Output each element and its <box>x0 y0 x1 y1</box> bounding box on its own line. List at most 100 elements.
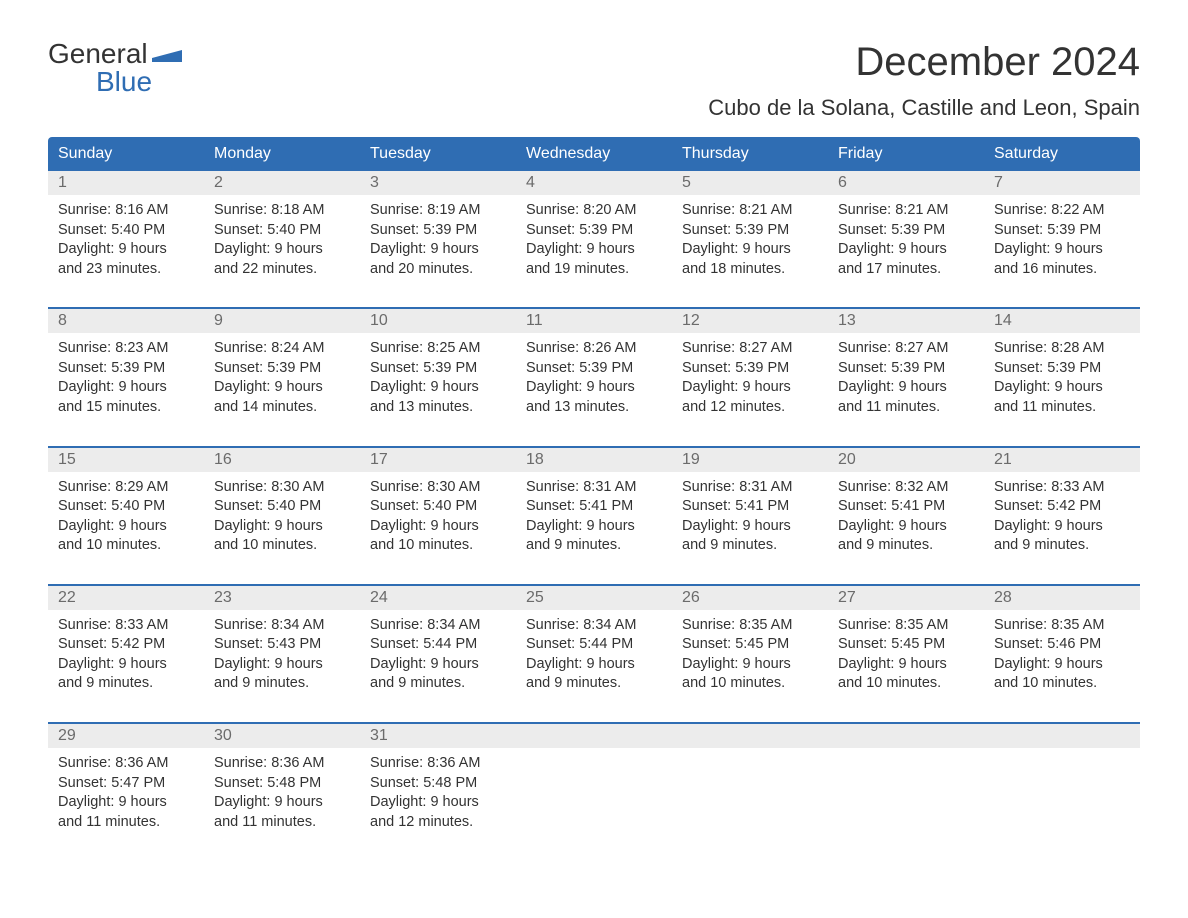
day-cell: Sunrise: 8:31 AMSunset: 5:41 PMDaylight:… <box>516 472 672 568</box>
sunrise-text: Sunrise: 8:21 AM <box>838 201 974 221</box>
day-number <box>984 724 1140 748</box>
day-header-cell: Tuesday <box>360 137 516 171</box>
calendar-week: 293031Sunrise: 8:36 AMSunset: 5:47 PMDay… <box>48 722 1140 844</box>
day-number: 21 <box>984 448 1140 472</box>
sunrise-text: Sunrise: 8:36 AM <box>370 754 506 774</box>
day-number: 18 <box>516 448 672 472</box>
day-number: 9 <box>204 309 360 333</box>
daylight-text: Daylight: 9 hours <box>526 378 662 398</box>
daylight-text: and 23 minutes. <box>58 260 194 280</box>
sunset-text: Sunset: 5:39 PM <box>838 221 974 241</box>
daylight-text: and 22 minutes. <box>214 260 350 280</box>
day-header-cell: Sunday <box>48 137 204 171</box>
day-number: 27 <box>828 586 984 610</box>
day-number: 23 <box>204 586 360 610</box>
day-cell: Sunrise: 8:36 AMSunset: 5:48 PMDaylight:… <box>204 748 360 844</box>
sunset-text: Sunset: 5:39 PM <box>526 221 662 241</box>
sunrise-text: Sunrise: 8:34 AM <box>370 616 506 636</box>
day-cell <box>828 748 984 844</box>
daylight-text: Daylight: 9 hours <box>838 517 974 537</box>
day-number: 16 <box>204 448 360 472</box>
daylight-text: and 9 minutes. <box>682 536 818 556</box>
sunset-text: Sunset: 5:39 PM <box>370 221 506 241</box>
day-cell: Sunrise: 8:29 AMSunset: 5:40 PMDaylight:… <box>48 472 204 568</box>
sunset-text: Sunset: 5:45 PM <box>682 635 818 655</box>
day-cell: Sunrise: 8:34 AMSunset: 5:44 PMDaylight:… <box>516 610 672 706</box>
day-number: 5 <box>672 171 828 195</box>
logo-word1: General <box>48 40 148 68</box>
day-number-row: 293031 <box>48 724 1140 748</box>
day-number: 31 <box>360 724 516 748</box>
daylight-text: Daylight: 9 hours <box>370 378 506 398</box>
calendar-week: 891011121314Sunrise: 8:23 AMSunset: 5:39… <box>48 307 1140 429</box>
day-cell: Sunrise: 8:23 AMSunset: 5:39 PMDaylight:… <box>48 333 204 429</box>
sunset-text: Sunset: 5:42 PM <box>58 635 194 655</box>
daylight-text: Daylight: 9 hours <box>994 517 1130 537</box>
sunrise-text: Sunrise: 8:36 AM <box>214 754 350 774</box>
sunrise-text: Sunrise: 8:16 AM <box>58 201 194 221</box>
sunset-text: Sunset: 5:44 PM <box>526 635 662 655</box>
daylight-text: and 9 minutes. <box>58 674 194 694</box>
day-cell: Sunrise: 8:21 AMSunset: 5:39 PMDaylight:… <box>672 195 828 291</box>
sunrise-text: Sunrise: 8:30 AM <box>370 478 506 498</box>
sunset-text: Sunset: 5:41 PM <box>526 497 662 517</box>
day-number-row: 891011121314 <box>48 309 1140 333</box>
daylight-text: Daylight: 9 hours <box>994 378 1130 398</box>
sunrise-text: Sunrise: 8:20 AM <box>526 201 662 221</box>
daylight-text: Daylight: 9 hours <box>58 517 194 537</box>
daylight-text: Daylight: 9 hours <box>214 517 350 537</box>
sunrise-text: Sunrise: 8:19 AM <box>370 201 506 221</box>
day-number: 30 <box>204 724 360 748</box>
day-cell: Sunrise: 8:27 AMSunset: 5:39 PMDaylight:… <box>828 333 984 429</box>
day-number <box>672 724 828 748</box>
sunrise-text: Sunrise: 8:21 AM <box>682 201 818 221</box>
daylight-text: Daylight: 9 hours <box>682 240 818 260</box>
day-number: 2 <box>204 171 360 195</box>
daylight-text: and 9 minutes. <box>370 674 506 694</box>
day-number: 14 <box>984 309 1140 333</box>
sunrise-text: Sunrise: 8:27 AM <box>682 339 818 359</box>
day-number: 4 <box>516 171 672 195</box>
day-cell: Sunrise: 8:27 AMSunset: 5:39 PMDaylight:… <box>672 333 828 429</box>
sunset-text: Sunset: 5:39 PM <box>994 359 1130 379</box>
daylight-text: Daylight: 9 hours <box>838 655 974 675</box>
day-cell: Sunrise: 8:30 AMSunset: 5:40 PMDaylight:… <box>360 472 516 568</box>
daylight-text: and 10 minutes. <box>838 674 974 694</box>
daylight-text: Daylight: 9 hours <box>526 517 662 537</box>
daylight-text: and 20 minutes. <box>370 260 506 280</box>
month-title: December 2024 <box>708 40 1140 85</box>
sunset-text: Sunset: 5:44 PM <box>370 635 506 655</box>
day-number-row: 1234567 <box>48 171 1140 195</box>
sunset-text: Sunset: 5:39 PM <box>838 359 974 379</box>
daylight-text: Daylight: 9 hours <box>682 517 818 537</box>
day-header-cell: Thursday <box>672 137 828 171</box>
day-cell: Sunrise: 8:24 AMSunset: 5:39 PMDaylight:… <box>204 333 360 429</box>
day-number: 19 <box>672 448 828 472</box>
day-cell: Sunrise: 8:33 AMSunset: 5:42 PMDaylight:… <box>48 610 204 706</box>
daylight-text: Daylight: 9 hours <box>370 655 506 675</box>
daylight-text: and 11 minutes. <box>58 813 194 833</box>
sunrise-text: Sunrise: 8:23 AM <box>58 339 194 359</box>
calendar-week: 22232425262728Sunrise: 8:33 AMSunset: 5:… <box>48 584 1140 706</box>
daylight-text: Daylight: 9 hours <box>370 517 506 537</box>
day-number: 17 <box>360 448 516 472</box>
sunrise-text: Sunrise: 8:18 AM <box>214 201 350 221</box>
daylight-text: and 14 minutes. <box>214 398 350 418</box>
sunrise-text: Sunrise: 8:24 AM <box>214 339 350 359</box>
sunset-text: Sunset: 5:40 PM <box>58 497 194 517</box>
sunrise-text: Sunrise: 8:33 AM <box>58 616 194 636</box>
daylight-text: Daylight: 9 hours <box>214 240 350 260</box>
day-number: 10 <box>360 309 516 333</box>
sunset-text: Sunset: 5:48 PM <box>214 774 350 794</box>
calendar-week: 1234567Sunrise: 8:16 AMSunset: 5:40 PMDa… <box>48 171 1140 291</box>
sunrise-text: Sunrise: 8:28 AM <box>994 339 1130 359</box>
sunrise-text: Sunrise: 8:35 AM <box>838 616 974 636</box>
sunset-text: Sunset: 5:40 PM <box>214 221 350 241</box>
sunrise-text: Sunrise: 8:33 AM <box>994 478 1130 498</box>
sunrise-text: Sunrise: 8:35 AM <box>682 616 818 636</box>
daylight-text: and 11 minutes. <box>994 398 1130 418</box>
day-number-row: 22232425262728 <box>48 586 1140 610</box>
sunrise-text: Sunrise: 8:35 AM <box>994 616 1130 636</box>
sunset-text: Sunset: 5:39 PM <box>214 359 350 379</box>
day-cell: Sunrise: 8:21 AMSunset: 5:39 PMDaylight:… <box>828 195 984 291</box>
